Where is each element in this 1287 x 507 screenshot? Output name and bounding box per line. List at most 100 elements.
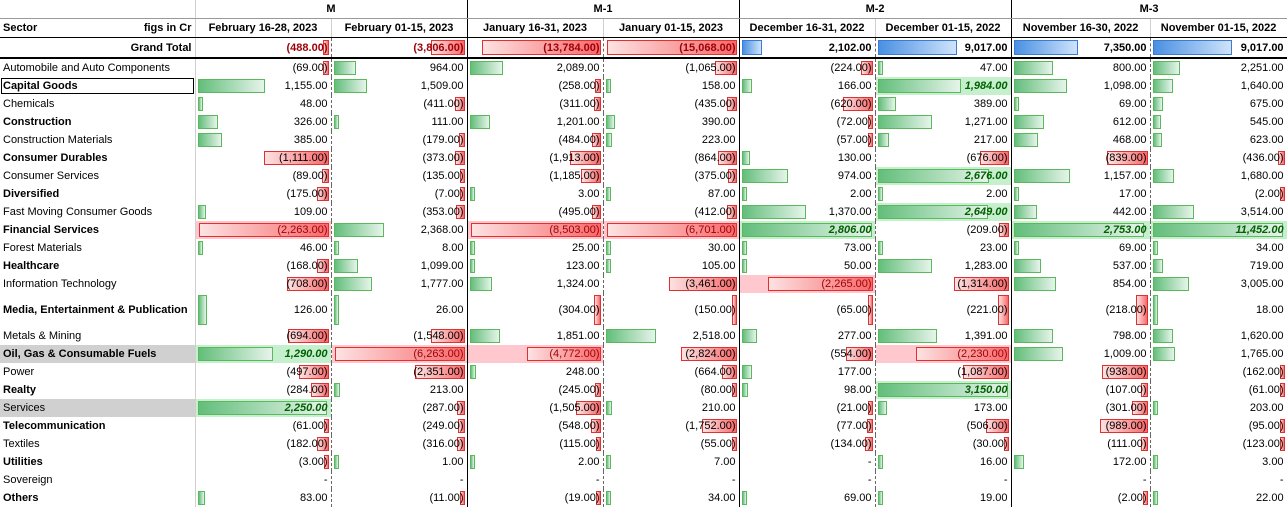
value-cell[interactable]: (548.00) xyxy=(467,417,604,435)
value-cell[interactable]: 177.00 xyxy=(739,363,876,381)
value-cell[interactable]: (506.00) xyxy=(875,417,1012,435)
value-cell[interactable]: 3.00 xyxy=(1150,453,1287,471)
value-cell[interactable]: 8.00 xyxy=(331,239,468,257)
value-cell[interactable]: (249.00) xyxy=(331,417,468,435)
value-cell[interactable]: 111.00 xyxy=(331,113,468,131)
sector-name[interactable]: Consumer Services xyxy=(0,167,196,185)
value-cell[interactable]: (435.00) xyxy=(603,95,740,113)
value-cell[interactable]: (3,806.00) xyxy=(331,37,468,59)
value-cell[interactable]: - xyxy=(195,471,332,489)
sector-name[interactable]: Chemicals xyxy=(0,95,196,113)
sector-name[interactable]: Consumer Durables xyxy=(0,149,196,167)
period-header[interactable]: November 16-30, 2022 xyxy=(1011,18,1151,38)
value-cell[interactable]: 2.00 xyxy=(739,185,876,203)
value-cell[interactable]: 1,271.00 xyxy=(875,113,1012,131)
value-cell[interactable]: (839.00) xyxy=(1011,149,1151,167)
value-cell[interactable]: - xyxy=(739,453,876,471)
value-cell[interactable]: 1,777.00 xyxy=(331,275,468,293)
value-cell[interactable]: 442.00 xyxy=(1011,203,1151,221)
value-cell[interactable]: 7,350.00 xyxy=(1011,37,1151,59)
value-cell[interactable]: 7.00 xyxy=(603,453,740,471)
value-cell[interactable]: 1,324.00 xyxy=(467,275,604,293)
value-cell[interactable]: (1,111.00) xyxy=(195,149,332,167)
value-cell[interactable]: - xyxy=(739,471,876,489)
value-cell[interactable]: (107.00) xyxy=(1011,381,1151,399)
value-cell[interactable]: 974.00 xyxy=(739,167,876,185)
value-cell[interactable]: (497.00) xyxy=(195,363,332,381)
value-cell[interactable]: (2.00) xyxy=(1150,185,1287,203)
value-cell[interactable]: 1,640.00 xyxy=(1150,77,1287,95)
sector-name[interactable]: Capital Goods xyxy=(0,77,196,95)
value-cell[interactable]: (4,772.00) xyxy=(467,345,604,363)
value-cell[interactable]: (676.00) xyxy=(875,149,1012,167)
value-cell[interactable]: 19.00 xyxy=(875,489,1012,507)
value-cell[interactable]: 798.00 xyxy=(1011,327,1151,345)
value-cell[interactable]: (484.00) xyxy=(467,131,604,149)
sector-name[interactable]: Healthcare xyxy=(0,257,196,275)
value-cell[interactable]: 46.00 xyxy=(195,239,332,257)
value-cell[interactable]: 1,157.00 xyxy=(1011,167,1151,185)
value-cell[interactable]: (1,065.00) xyxy=(603,58,740,77)
value-cell[interactable]: (1,087.00) xyxy=(875,363,1012,381)
value-cell[interactable]: 2,102.00 xyxy=(739,37,876,59)
value-cell[interactable]: (8,503.00) xyxy=(467,221,604,239)
value-cell[interactable]: - xyxy=(1011,471,1151,489)
value-cell[interactable]: 50.00 xyxy=(739,257,876,275)
value-cell[interactable]: (864.00) xyxy=(603,149,740,167)
value-cell[interactable]: (436.00) xyxy=(1150,149,1287,167)
sector-name[interactable]: Utilities xyxy=(0,453,196,471)
value-cell[interactable]: 2,250.00 xyxy=(195,399,332,417)
group-header-m-1[interactable]: M-1 xyxy=(467,0,740,19)
sector-name[interactable]: Textiles xyxy=(0,435,196,453)
value-cell[interactable]: (245.00) xyxy=(467,381,604,399)
value-cell[interactable]: 248.00 xyxy=(467,363,604,381)
value-cell[interactable]: (65.00) xyxy=(739,293,876,327)
sector-name[interactable]: Sovereign xyxy=(0,471,196,489)
value-cell[interactable]: (620.00) xyxy=(739,95,876,113)
value-cell[interactable]: (224.00) xyxy=(739,58,876,77)
value-cell[interactable]: 3,514.00 xyxy=(1150,203,1287,221)
value-cell[interactable]: 9,017.00 xyxy=(875,37,1012,59)
sector-name[interactable]: Media, Entertainment & Publication xyxy=(0,293,196,327)
value-cell[interactable]: 623.00 xyxy=(1150,131,1287,149)
value-cell[interactable]: (89.00) xyxy=(195,167,332,185)
value-cell[interactable]: 537.00 xyxy=(1011,257,1151,275)
value-cell[interactable]: (495.00) xyxy=(467,203,604,221)
period-header[interactable]: January 16-31, 2023 xyxy=(467,18,604,38)
value-cell[interactable]: 2,753.00 xyxy=(1011,221,1151,239)
value-cell[interactable]: 2,518.00 xyxy=(603,327,740,345)
value-cell[interactable]: 16.00 xyxy=(875,453,1012,471)
group-header-m-3[interactable]: M-3 xyxy=(1011,0,1287,19)
value-cell[interactable]: 2,676.00 xyxy=(875,167,1012,185)
value-cell[interactable]: 2,806.00 xyxy=(739,221,876,239)
value-cell[interactable]: (61.00) xyxy=(195,417,332,435)
value-cell[interactable]: 1,851.00 xyxy=(467,327,604,345)
value-cell[interactable]: (2,263.00) xyxy=(195,221,332,239)
value-cell[interactable]: 9,017.00 xyxy=(1150,37,1287,59)
value-cell[interactable]: (135.00) xyxy=(331,167,468,185)
value-cell[interactable]: 390.00 xyxy=(603,113,740,131)
value-cell[interactable]: (3.00) xyxy=(195,453,332,471)
value-cell[interactable]: (708.00) xyxy=(195,275,332,293)
value-cell[interactable]: 675.00 xyxy=(1150,95,1287,113)
period-header[interactable]: December 01-15, 2022 xyxy=(875,18,1012,38)
value-cell[interactable]: (6,263.00) xyxy=(331,345,468,363)
sector-name[interactable]: Financial Services xyxy=(0,221,196,239)
period-header[interactable]: February 01-15, 2023 xyxy=(331,18,468,38)
value-cell[interactable]: (168.00) xyxy=(195,257,332,275)
value-cell[interactable]: 2,089.00 xyxy=(467,58,604,77)
value-cell[interactable]: (123.00) xyxy=(1150,435,1287,453)
sector-name[interactable]: Realty xyxy=(0,381,196,399)
value-cell[interactable]: (554.00) xyxy=(739,345,876,363)
value-cell[interactable]: (304.00) xyxy=(467,293,604,327)
sector-name[interactable]: Diversified xyxy=(0,185,196,203)
value-cell[interactable]: 73.00 xyxy=(739,239,876,257)
value-cell[interactable]: (1,505.00) xyxy=(467,399,604,417)
sector-name[interactable]: Fast Moving Consumer Goods xyxy=(0,203,196,221)
value-cell[interactable]: 217.00 xyxy=(875,131,1012,149)
value-cell[interactable]: (1,548.00) xyxy=(331,327,468,345)
value-cell[interactable]: (11.00) xyxy=(331,489,468,507)
value-cell[interactable]: 123.00 xyxy=(467,257,604,275)
value-cell[interactable]: (69.00) xyxy=(195,58,332,77)
value-cell[interactable]: (2.00) xyxy=(1011,489,1151,507)
